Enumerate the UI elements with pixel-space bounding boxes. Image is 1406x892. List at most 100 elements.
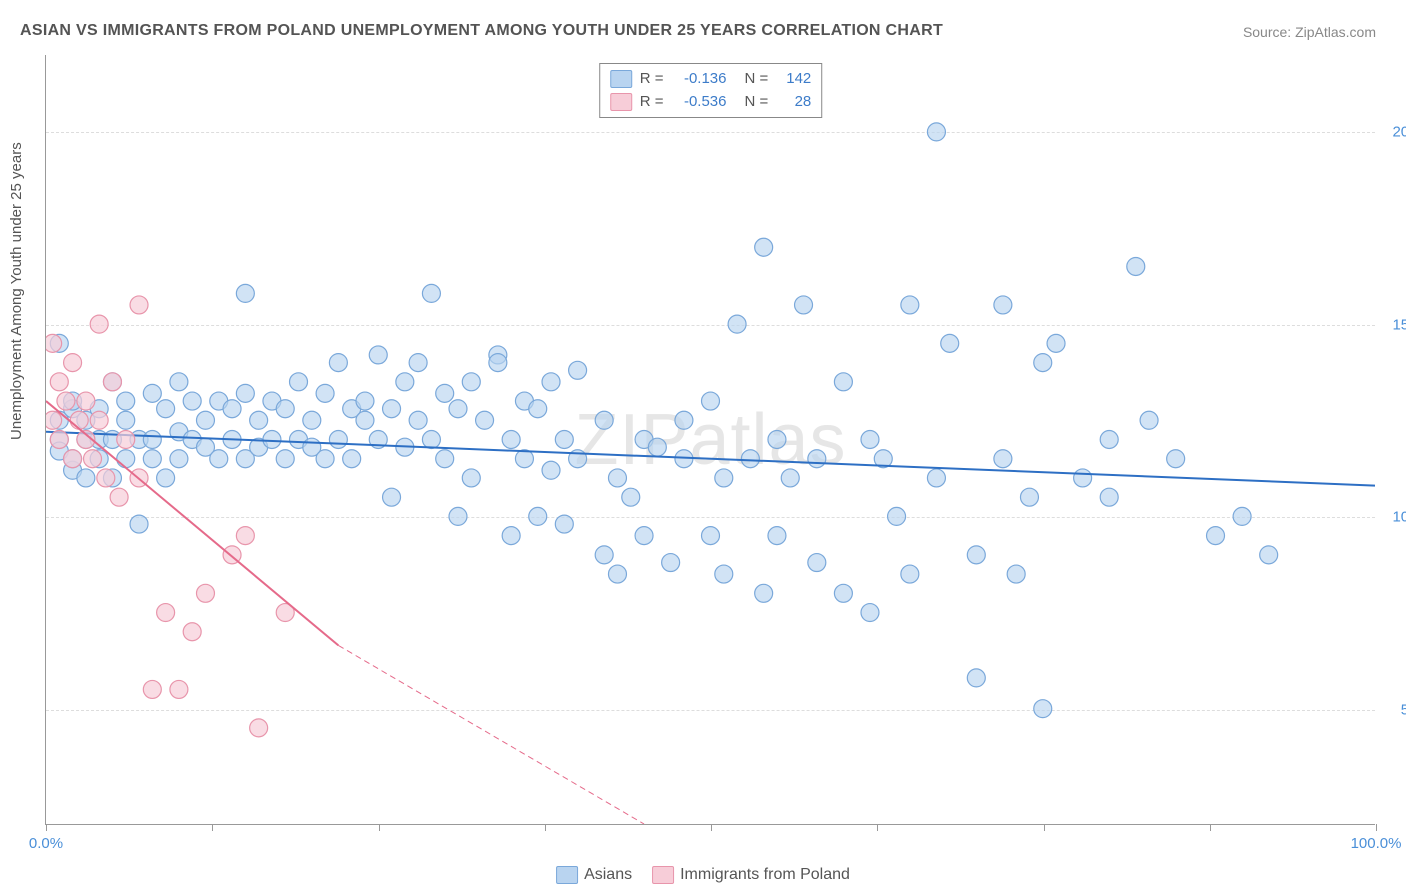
scatter-point xyxy=(303,411,321,429)
n-value: 28 xyxy=(776,91,811,114)
scatter-point xyxy=(236,284,254,302)
scatter-point xyxy=(77,469,95,487)
scatter-point xyxy=(70,411,88,429)
scatter-point xyxy=(1034,700,1052,718)
scatter-point xyxy=(755,238,773,256)
scatter-point xyxy=(569,361,587,379)
scatter-point xyxy=(476,411,494,429)
legend-swatch xyxy=(610,70,632,88)
scatter-point xyxy=(728,315,746,333)
scatter-point xyxy=(795,296,813,314)
scatter-point xyxy=(143,450,161,468)
x-tick-label: 0.0% xyxy=(29,835,63,852)
scatter-point xyxy=(170,450,188,468)
scatter-point xyxy=(861,604,879,622)
scatter-point xyxy=(250,719,268,737)
x-tick xyxy=(545,824,546,831)
scatter-point xyxy=(436,450,454,468)
scatter-point xyxy=(409,411,427,429)
scatter-point xyxy=(595,411,613,429)
scatter-point xyxy=(901,565,919,583)
scatter-point xyxy=(449,400,467,418)
n-label: N = xyxy=(745,91,769,114)
scatter-point xyxy=(901,296,919,314)
scatter-point xyxy=(502,527,520,545)
scatter-point xyxy=(117,392,135,410)
scatter-point xyxy=(489,354,507,372)
y-tick-label: 15.0% xyxy=(1385,316,1406,333)
chart-title: ASIAN VS IMMIGRANTS FROM POLAND UNEMPLOY… xyxy=(20,22,943,40)
scatter-point xyxy=(64,354,82,372)
scatter-point xyxy=(715,565,733,583)
scatter-point xyxy=(250,411,268,429)
scatter-point xyxy=(1074,469,1092,487)
scatter-point xyxy=(46,334,62,352)
legend-item: Asians xyxy=(556,866,632,884)
scatter-point xyxy=(117,431,135,449)
scatter-point xyxy=(662,554,680,572)
scatter-point xyxy=(888,507,906,525)
scatter-point xyxy=(555,431,573,449)
scatter-point xyxy=(117,450,135,468)
x-tick xyxy=(711,824,712,831)
scatter-point xyxy=(542,373,560,391)
legend-swatch xyxy=(610,93,632,111)
scatter-point xyxy=(781,469,799,487)
scatter-point xyxy=(1034,354,1052,372)
scatter-point xyxy=(196,584,214,602)
scatter-point xyxy=(143,384,161,402)
plot-area: ZIPatlas R =-0.136N =142R =-0.536N =28 5… xyxy=(45,55,1375,825)
r-label: R = xyxy=(640,68,664,91)
scatter-point xyxy=(117,411,135,429)
scatter-point xyxy=(236,384,254,402)
scatter-svg xyxy=(46,55,1375,824)
scatter-point xyxy=(529,400,547,418)
scatter-point xyxy=(103,373,121,391)
scatter-point xyxy=(834,584,852,602)
scatter-point xyxy=(157,400,175,418)
scatter-point xyxy=(316,450,334,468)
scatter-point xyxy=(1100,431,1118,449)
scatter-point xyxy=(1140,411,1158,429)
x-tick-label: 100.0% xyxy=(1351,835,1402,852)
scatter-point xyxy=(290,373,308,391)
legend-swatch xyxy=(652,866,674,884)
scatter-point xyxy=(369,346,387,364)
scatter-point xyxy=(861,431,879,449)
scatter-point xyxy=(46,411,62,429)
scatter-point xyxy=(183,623,201,641)
scatter-point xyxy=(608,469,626,487)
scatter-point xyxy=(356,392,374,410)
scatter-point xyxy=(97,469,115,487)
stats-legend: R =-0.136N =142R =-0.536N =28 xyxy=(599,63,823,118)
scatter-point xyxy=(50,431,68,449)
scatter-point xyxy=(210,450,228,468)
scatter-point xyxy=(77,392,95,410)
scatter-point xyxy=(130,296,148,314)
scatter-point xyxy=(741,450,759,468)
scatter-point xyxy=(409,354,427,372)
stats-legend-row: R =-0.536N =28 xyxy=(610,91,812,114)
scatter-point xyxy=(143,680,161,698)
scatter-point xyxy=(542,461,560,479)
scatter-point xyxy=(808,450,826,468)
scatter-point xyxy=(170,373,188,391)
y-tick-label: 10.0% xyxy=(1385,509,1406,526)
scatter-point xyxy=(635,527,653,545)
y-tick-label: 5.0% xyxy=(1385,701,1406,718)
scatter-point xyxy=(343,450,361,468)
scatter-point xyxy=(157,469,175,487)
scatter-point xyxy=(462,469,480,487)
scatter-point xyxy=(130,515,148,533)
scatter-point xyxy=(755,584,773,602)
scatter-point xyxy=(555,515,573,533)
scatter-point xyxy=(967,546,985,564)
x-tick xyxy=(1376,824,1377,831)
scatter-point xyxy=(383,488,401,506)
x-tick xyxy=(212,824,213,831)
scatter-point xyxy=(1047,334,1065,352)
scatter-point xyxy=(1127,257,1145,275)
source-label: Source: ZipAtlas.com xyxy=(1243,24,1376,40)
scatter-point xyxy=(595,546,613,564)
x-tick xyxy=(379,824,380,831)
